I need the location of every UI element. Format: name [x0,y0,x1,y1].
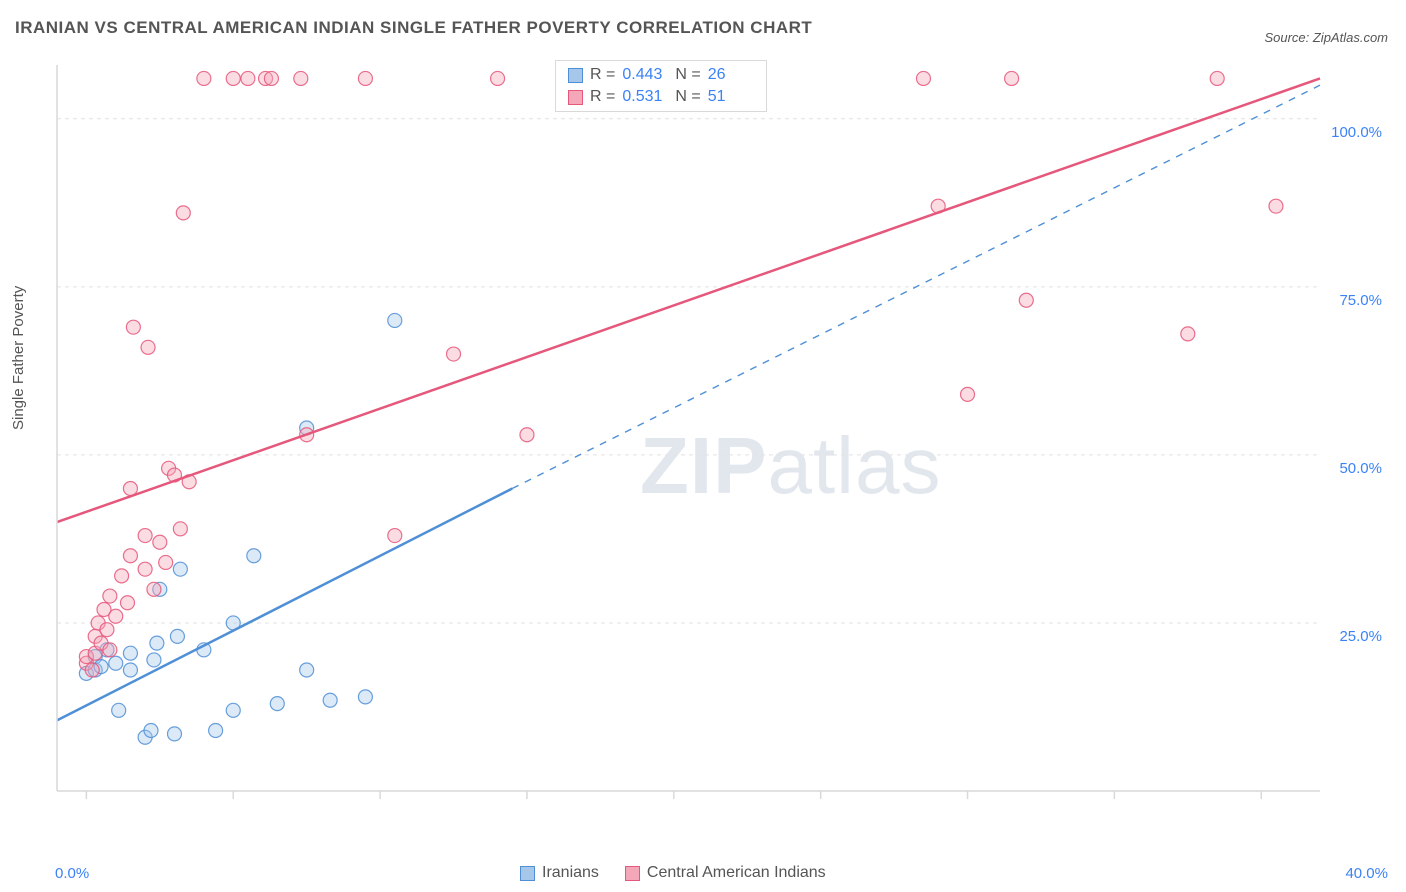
plot-area: 25.0% 50.0% 75.0% 100.0% [55,55,1390,831]
regression-lines-layer [57,78,1320,720]
legend-item-cai: Central American Indians [625,864,826,882]
swatch-icon [520,866,535,881]
r-label: R = [590,86,615,108]
r-value-cai: 0.531 [622,86,668,108]
r-label: R = [590,64,615,86]
axes-layer [57,65,1320,799]
y-axis-label: Single Father Poverty [10,286,27,430]
swatch-icon [568,90,583,105]
points-layer [79,71,1283,744]
r-value-iranians: 0.443 [622,64,668,86]
legend-item-iranians: Iranians [520,864,599,882]
legend-label-cai: Central American Indians [647,864,826,882]
swatch-icon [568,68,583,83]
chart-title: IRANIAN VS CENTRAL AMERICAN INDIAN SINGL… [15,18,812,38]
correlation-legend: R = 0.443 N = 26 R = 0.531 N = 51 [555,60,767,112]
swatch-icon [625,866,640,881]
legend-label-iranians: Iranians [542,864,599,882]
chart-page: IRANIAN VS CENTRAL AMERICAN INDIAN SINGL… [0,0,1406,892]
xtick-label-max: 40.0% [1345,865,1388,882]
n-value-iranians: 26 [708,64,754,86]
legend-row-cai: R = 0.531 N = 51 [568,86,754,108]
n-value-cai: 51 [708,86,754,108]
svg-text:25.0%: 25.0% [1339,628,1382,645]
series-legend: Iranians Central American Indians [520,864,826,882]
n-label: N = [675,86,700,108]
xtick-label-min: 0.0% [55,865,89,882]
legend-row-iranians: R = 0.443 N = 26 [568,64,754,86]
scatter-plot-svg: 25.0% 50.0% 75.0% 100.0% [55,55,1390,831]
svg-text:100.0%: 100.0% [1331,124,1382,141]
source-label: Source: ZipAtlas.com [1264,30,1388,45]
svg-text:50.0%: 50.0% [1339,460,1382,477]
n-label: N = [675,64,700,86]
ytick-labels: 25.0% 50.0% 75.0% 100.0% [1331,124,1382,645]
svg-text:75.0%: 75.0% [1339,292,1382,309]
grid-layer [57,119,1320,623]
